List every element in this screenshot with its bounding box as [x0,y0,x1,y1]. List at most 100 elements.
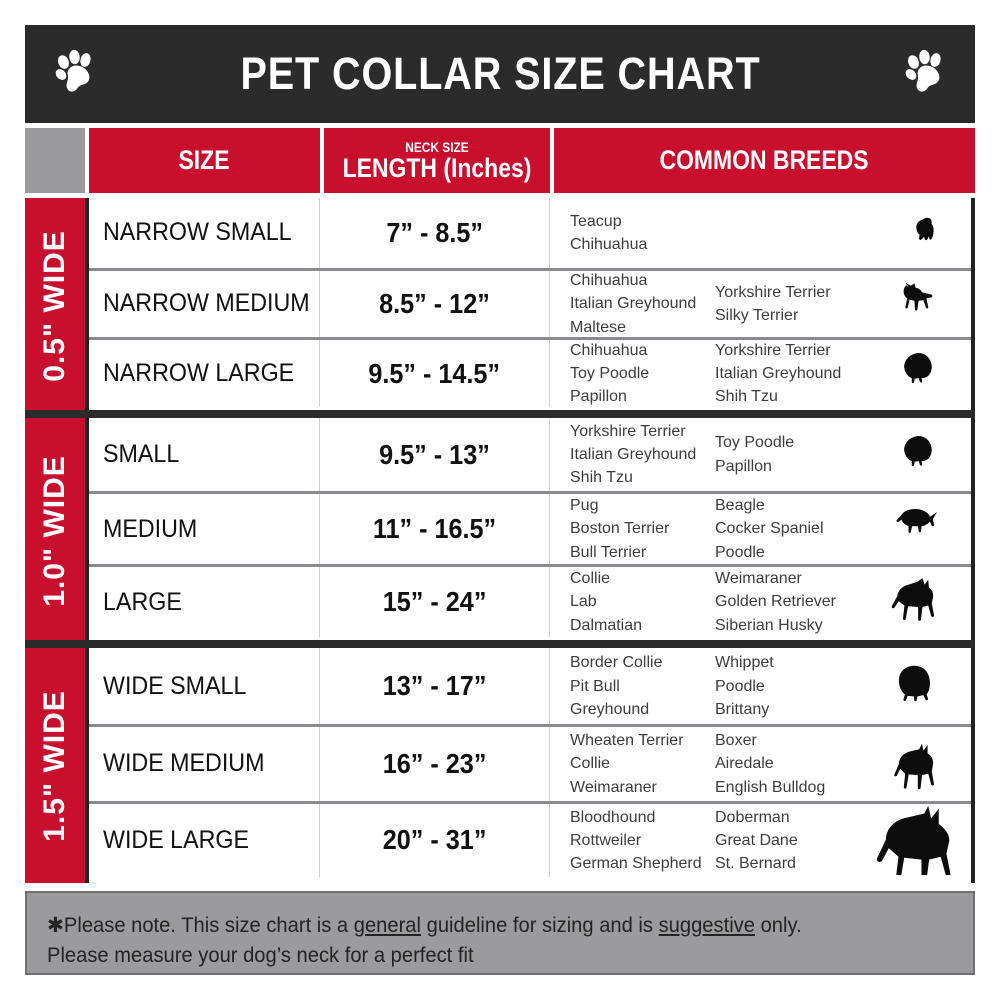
length-value: 8.5” - 12” [379,287,490,319]
breed-item: Yorkshire Terrier [570,422,686,440]
breed-item: Airedale [715,755,774,773]
breed-item: Silky Terrier [715,306,799,324]
breed-item: Yorkshire Terrier [715,283,831,301]
table-row[interactable]: NARROW SMALL 7” - 8.5” Teacup Chihuahua [89,198,971,268]
footer-text-b: guideline for sizing and is [421,914,659,937]
breed-item: Chihuahua [570,235,648,253]
breed-item: Papillon [715,457,772,475]
size-value: NARROW MEDIUM [103,289,310,318]
paw-print-icon [52,49,98,100]
cell-size: NARROW SMALL [89,198,320,268]
length-value: 9.5” - 14.5” [368,357,501,389]
breed-item: Doberman [715,808,790,826]
group-separator [25,640,975,648]
chart-header: PET COLLAR SIZE CHART [25,25,975,123]
breed-column-left: Chihuahua Italian Greyhound Maltese [570,269,715,339]
breed-item: Border Collie [570,654,663,672]
breed-column-left: Border Collie Pit Bull Greyhound [570,651,715,721]
breed-item: German Shepherd [570,854,702,872]
column-header-breeds: COMMON BREEDS [554,128,975,193]
column-header-size: SIZE [89,128,320,193]
footer-text-c: only. [754,914,802,937]
cell-size: WIDE SMALL [89,648,320,725]
cell-size: LARGE [89,567,320,637]
breed-item: Pit Bull [570,677,620,695]
group-width-label: 1.5" WIDE [38,689,71,842]
size-value: NARROW SMALL [103,218,292,247]
table-row[interactable]: SMALL 9.5” - 13” Yorkshire Terrier Italian … [89,418,971,491]
cell-breeds: Chihuahua Toy Poodle Papillon Yorkshire Ter… [550,340,971,407]
table-row[interactable]: WIDE MEDIUM 16” - 23” Wheaten Terrier Colli… [89,724,971,801]
size-value: WIDE LARGE [103,825,249,854]
table-row[interactable]: NARROW MEDIUM 8.5” - 12” Chihuahua Italian … [89,267,971,338]
cell-breeds: Chihuahua Italian Greyhound Maltese Yorkshi… [550,271,971,338]
cell-breeds: Yorkshire Terrier Italian Greyhound Shih T… [550,418,971,491]
cell-size: WIDE MEDIUM [89,727,320,801]
breed-column-right: Beagle Cocker Spaniel Poodle [715,494,890,564]
length-value: 11” - 16.5” [372,513,497,544]
size-chart-sheet: PET COLLAR SIZE CHART SIZE NECK SIZE LEN… [25,25,975,975]
length-value: 13” - 17” [382,670,487,702]
table-header-row: SIZE NECK SIZE LENGTH (Inches) COMMON BR… [25,128,975,193]
column-header-length-main: LENGTH (Inches) [342,152,532,183]
page-title: PET COLLAR SIZE CHART [239,48,761,99]
breed-item: Beagle [715,497,765,515]
table-row[interactable]: MEDIUM 11” - 16.5” Pug Boston Terrier Bull T… [89,491,971,564]
breed-item: Bull Terrier [570,543,647,561]
breed-item: Chihuahua [570,341,648,359]
table-row[interactable]: NARROW LARGE 9.5” - 14.5” Chihuahua Toy Poo… [89,337,971,407]
table-row[interactable]: WIDE LARGE 20” - 31” Bloodhound Rottweiler G… [89,800,971,877]
breed-item: Greyhound [570,700,650,718]
breed-column-left: Chihuahua Toy Poodle Papillon [570,339,715,409]
breed-column-left: Collie Lab Dalmatian [570,567,715,637]
cell-length: 8.5” - 12” [320,270,550,338]
table-row[interactable]: WIDE SMALL 13” - 17” Border Collie Pit Bull… [89,648,971,725]
size-value: WIDE MEDIUM [103,749,265,778]
breed-column-right: Weimaraner Golden Retriever Siberian Husky [715,567,890,637]
cell-length: 9.5” - 13” [320,418,550,491]
group-width-rail: 0.5" WIDE [25,198,85,413]
footer-text-a: ✱Please note. This size chart is a [47,914,354,937]
size-value: WIDE SMALL [103,671,247,700]
size-value: SMALL [103,440,180,468]
breed-item: English Bulldog [715,778,826,796]
cell-breeds: Collie Lab Dalmatian Weimaraner Golden Retri… [550,567,971,637]
breed-item: Boston Terrier [570,520,670,538]
group-rows: WIDE SMALL 13” - 17” Border Collie Pit Bull… [85,648,975,883]
breed-item: St. Bernard [715,854,796,872]
breed-item: Poodle [715,543,765,561]
cell-length: 7” - 8.5” [320,198,550,268]
cell-size: WIDE LARGE [89,803,320,877]
breed-item: Teacup [570,212,622,230]
breed-item: Siberian Husky [715,616,823,634]
cell-length: 11” - 16.5” [320,494,550,564]
group-rows: NARROW SMALL 7” - 8.5” Teacup Chihuahua NARR… [85,198,975,413]
column-header-length: NECK SIZE LENGTH (Inches) [324,128,550,193]
breed-item: Shih Tzu [715,388,778,406]
cell-length: 20” - 31” [320,803,550,877]
yorkshire-terrier-silhouette [905,211,957,255]
footer-underline-suggestive: suggestive [658,914,755,937]
breed-column-right: Toy Poodle Papillon [715,431,890,477]
breed-item: Chihuahua [570,272,648,290]
cell-breeds: Bloodhound Rottweiler German Shepherd Dober… [550,804,971,877]
breed-item: Collie [570,755,611,773]
group-width-rail: 1.0" WIDE [25,418,85,643]
bulldog-silhouette [891,659,957,713]
column-header-length-super: NECK SIZE [405,138,469,155]
breed-item: Bloodhound [570,808,656,826]
breed-item: Yorkshire Terrier [715,341,831,359]
breed-item: Rottweiler [570,831,642,849]
breed-column-right: Boxer Airedale English Bulldog [715,729,890,799]
breed-item: Italian Greyhound [570,295,697,313]
breed-item: Cocker Spaniel [715,520,824,538]
cell-size: SMALL [89,418,320,491]
size-group: 1.0" WIDE SMALL 9.5” - 13” Yorkshire Terrie… [25,418,975,643]
boxer-silhouette [887,732,957,794]
breed-item: Collie [570,570,611,588]
breed-item: Toy Poodle [715,434,795,452]
size-value: MEDIUM [103,514,198,543]
cell-breeds: Pug Boston Terrier Bull Terrier Beagle Cocke… [550,494,971,564]
table-row[interactable]: LARGE 15” - 24” Collie Lab Dalmatian Weimaran… [89,564,971,637]
cell-length: 13” - 17” [320,648,550,725]
